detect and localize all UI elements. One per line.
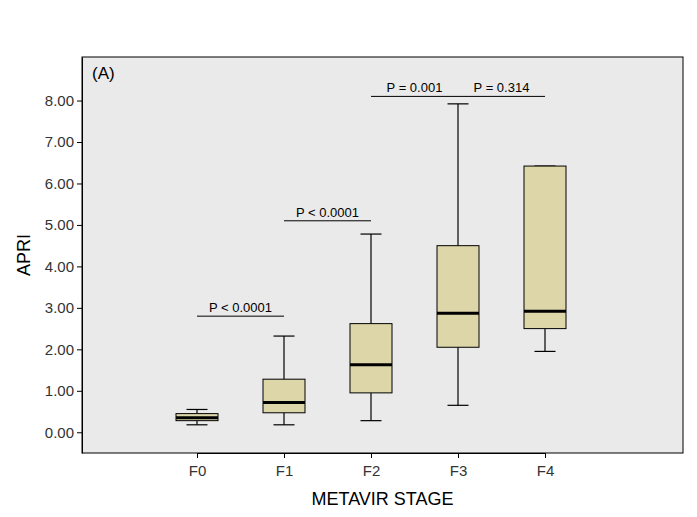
box-group: [437, 104, 479, 405]
x-tick-label: F1: [276, 462, 294, 479]
y-tick-mark: [77, 432, 82, 433]
median-line: [350, 363, 392, 366]
box-group: [263, 336, 305, 425]
max-cap: [361, 233, 382, 234]
annotation-bracket: [458, 96, 545, 97]
x-axis-title: METAVIR STAGE: [311, 489, 453, 509]
upper-whisker: [283, 336, 284, 379]
box: [524, 166, 566, 329]
y-tick-mark: [77, 101, 82, 102]
y-tick-mark: [77, 266, 82, 267]
x-tick-mark: [545, 453, 546, 458]
y-tick-label: 5.00: [45, 216, 74, 233]
median-line: [176, 416, 218, 419]
y-tick-label: 3.00: [45, 299, 74, 316]
annotation-text: P < 0.0001: [296, 205, 359, 220]
y-tick: 1.00: [45, 382, 82, 399]
lower-whisker: [283, 413, 284, 425]
x-tick-label: F0: [189, 462, 207, 479]
box-group: [524, 166, 566, 351]
lower-whisker: [544, 329, 545, 352]
min-cap: [535, 351, 556, 352]
min-cap: [448, 405, 469, 406]
y-tick-mark: [77, 391, 82, 392]
y-axis-title: APRI: [14, 234, 34, 276]
y-tick: 4.00: [45, 258, 82, 275]
y-tick-label: 7.00: [45, 133, 74, 150]
y-tick-mark: [77, 183, 82, 184]
y-tick-mark: [77, 225, 82, 226]
max-cap: [274, 335, 295, 336]
annotations: P < 0.0001 P < 0.0001 P = 0.001 P = 0.314: [197, 80, 545, 316]
lower-whisker: [196, 421, 197, 425]
y-tick: 8.00: [45, 92, 82, 109]
y-tick-mark: [77, 308, 82, 309]
x-tick-label: F3: [450, 462, 468, 479]
x-tick: F1: [276, 453, 294, 479]
x-tick: F0: [189, 453, 207, 479]
lower-whisker: [457, 347, 458, 405]
y-tick-mark: [77, 349, 82, 350]
box-group: [350, 234, 392, 421]
x-tick: F4: [537, 453, 555, 479]
y-tick-label: 4.00: [45, 258, 74, 275]
min-cap: [361, 420, 382, 421]
annotation-bracket: [284, 220, 371, 221]
x-axis: F0 F1 F2 F3 F4: [189, 453, 555, 479]
upper-whisker: [457, 104, 458, 246]
y-tick: 6.00: [45, 175, 82, 192]
box: [437, 246, 479, 348]
y-tick: 7.00: [45, 133, 82, 150]
upper-whisker: [370, 234, 371, 324]
median-line: [263, 401, 305, 404]
x-tick-label: F4: [537, 462, 555, 479]
box: [350, 324, 392, 393]
y-tick-label: 6.00: [45, 175, 74, 192]
chart: 0.00 1.00 2.00 3.00 4.00 5.00 6.00 7.00 8.00 F0 F1…: [0, 0, 697, 517]
y-tick-label: 0.00: [45, 424, 74, 441]
y-axis: 0.00 1.00 2.00 3.00 4.00 5.00 6.00 7.00 8.00: [45, 58, 83, 454]
x-tick-label: F2: [363, 462, 381, 479]
y-tick: 5.00: [45, 216, 82, 233]
y-tick: 2.00: [45, 341, 82, 358]
x-tick: F2: [363, 453, 381, 479]
x-tick-mark: [197, 453, 198, 458]
min-cap: [187, 424, 208, 425]
plot-background: [82, 57, 683, 453]
max-cap: [187, 409, 208, 410]
annotation-text: P = 0.001: [387, 80, 443, 95]
annotation-bracket: [197, 316, 284, 317]
boxes: [176, 104, 566, 425]
box: [263, 379, 305, 413]
y-tick-label: 1.00: [45, 382, 74, 399]
y-tick-mark: [77, 142, 82, 143]
annotation-text: P < 0.0001: [209, 300, 272, 315]
median-line: [437, 312, 479, 315]
x-tick-mark: [284, 453, 285, 458]
x-tick: F3: [450, 453, 468, 479]
lower-whisker: [370, 393, 371, 421]
x-tick-mark: [371, 453, 372, 458]
y-tick: 3.00: [45, 299, 82, 316]
annotation-bracket: [371, 96, 458, 97]
upper-whisker: [196, 409, 197, 413]
min-cap: [274, 424, 295, 425]
box: [176, 414, 218, 421]
plot-frame: [82, 57, 683, 453]
y-tick: 0.00: [45, 424, 82, 441]
box-group: [176, 409, 218, 424]
y-tick-label: 2.00: [45, 341, 74, 358]
median-line: [524, 310, 566, 313]
max-cap: [448, 103, 469, 104]
title: (A): [92, 64, 115, 83]
annotation-text: P = 0.314: [474, 80, 530, 95]
y-tick-label: 8.00: [45, 92, 74, 109]
x-tick-mark: [458, 453, 459, 458]
